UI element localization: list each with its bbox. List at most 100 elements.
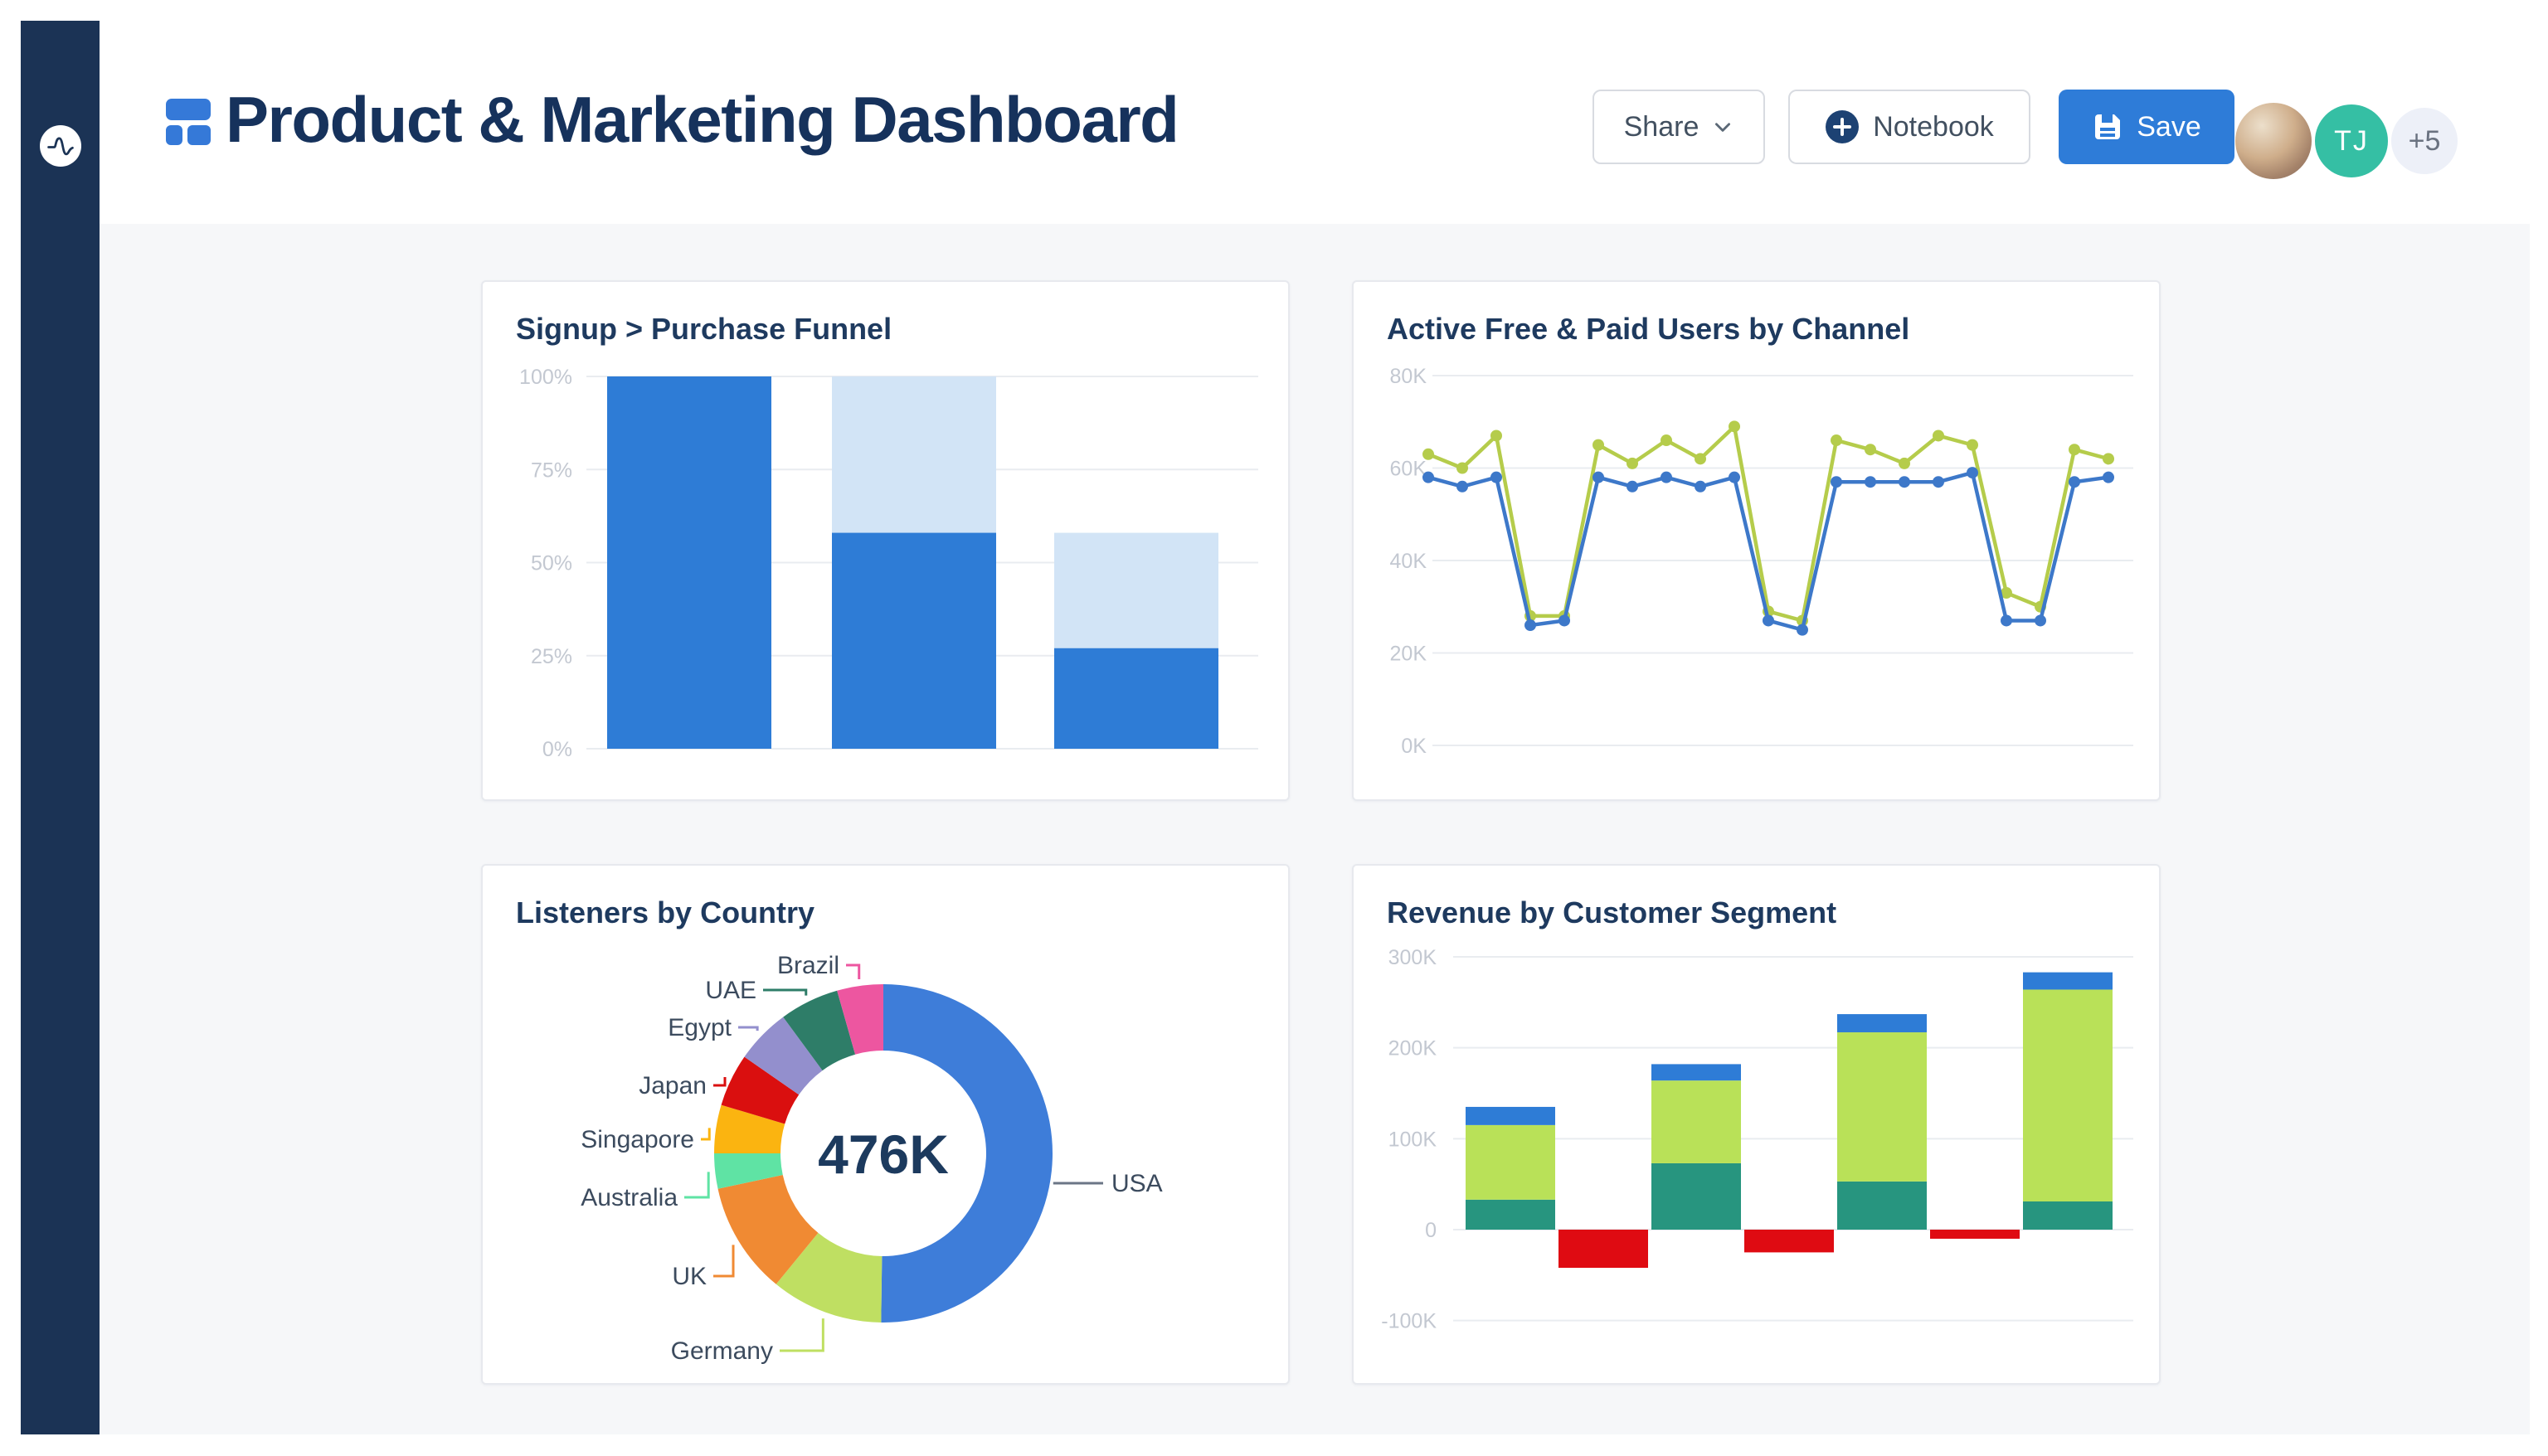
y-tick-label: 75% — [531, 459, 572, 482]
data-point-paid[interactable] — [2001, 587, 2012, 599]
revenue-bar-segment-green[interactable] — [1651, 1080, 1741, 1163]
y-tick-label: 0 — [1425, 1219, 1437, 1242]
card-title: Signup > Purchase Funnel — [516, 312, 892, 346]
data-point-free[interactable] — [1763, 614, 1774, 627]
data-point-paid[interactable] — [1831, 434, 1842, 447]
leader-line — [780, 1318, 824, 1352]
data-point-paid[interactable] — [1967, 439, 1978, 451]
notebook-button[interactable]: Notebook — [1788, 90, 2030, 164]
revenue-bar-segment-teal[interactable] — [1837, 1181, 1927, 1230]
data-point-free[interactable] — [1797, 624, 1808, 636]
users-line-chart: 80K 60K 40K 20K 0K — [1390, 365, 2133, 758]
data-point-free[interactable] — [1831, 476, 1842, 488]
plus-circle-icon — [1826, 110, 1860, 143]
y-tick-label: 80K — [1390, 365, 1427, 388]
donut-center-value: 476K — [818, 1124, 949, 1185]
donut-label-australia: Australia — [581, 1184, 678, 1211]
card-active-users-by-channel: Active Free & Paid Users by Channel 80K 6… — [1352, 280, 2161, 801]
data-point-free[interactable] — [1967, 467, 1978, 479]
card-title: Listeners by Country — [516, 895, 815, 929]
avatar-overflow-count[interactable]: +5 — [2391, 108, 2458, 174]
data-point-free[interactable] — [1422, 471, 1434, 483]
data-point-free[interactable] — [1558, 614, 1570, 627]
data-point-paid[interactable] — [2069, 444, 2080, 456]
y-tick-label: 50% — [531, 552, 572, 575]
data-point-free[interactable] — [1592, 471, 1604, 483]
data-point-free[interactable] — [1933, 476, 1944, 488]
data-point-free[interactable] — [1899, 476, 1910, 488]
card-title: Active Free & Paid Users by Channel — [1387, 312, 1910, 346]
data-point-paid[interactable] — [1456, 462, 1468, 474]
funnel-bar-chart: 100% 75% 50% 25% 0% — [519, 366, 1258, 761]
data-point-free[interactable] — [1695, 480, 1706, 493]
data-point-paid[interactable] — [1627, 457, 1638, 469]
data-point-paid[interactable] — [1729, 420, 1740, 433]
y-tick-label: 60K — [1390, 458, 1427, 481]
save-button[interactable]: Save — [2059, 90, 2234, 164]
revenue-bar-segment-loss[interactable] — [1744, 1230, 1834, 1253]
data-point-free[interactable] — [1456, 480, 1468, 493]
funnel-bar-converted[interactable] — [1054, 648, 1218, 749]
y-tick-label: 20K — [1390, 643, 1427, 666]
data-point-free[interactable] — [1729, 471, 1740, 483]
revenue-bar-segment-blue[interactable] — [2023, 972, 2113, 990]
data-point-free[interactable] — [2069, 476, 2080, 488]
data-point-free[interactable] — [1627, 480, 1638, 493]
data-point-paid[interactable] — [1661, 434, 1672, 447]
data-point-paid[interactable] — [2103, 453, 2114, 465]
revenue-bar-segment-teal[interactable] — [2023, 1201, 2113, 1230]
y-tick-label: 300K — [1388, 946, 1437, 969]
donut-slice-australia[interactable] — [714, 1153, 783, 1189]
y-tick-label: -100K — [1381, 1310, 1437, 1333]
main-area: Product & Marketing Dashboard Share Note… — [100, 21, 2530, 1434]
y-tick-label: 100K — [1388, 1128, 1437, 1151]
data-point-paid[interactable] — [1490, 430, 1502, 442]
donut-slice-japan[interactable] — [721, 1056, 800, 1124]
y-tick-label: 100% — [519, 366, 572, 389]
donut-slice-brazil[interactable] — [837, 984, 883, 1055]
revenue-bar-segment-green[interactable] — [1837, 1032, 1927, 1182]
notebook-button-label: Notebook — [1873, 110, 1994, 143]
revenue-bar-segment-green[interactable] — [1466, 1124, 1555, 1200]
data-point-paid[interactable] — [1695, 453, 1706, 465]
donut-slice-egypt[interactable] — [744, 1017, 823, 1095]
funnel-bar-converted[interactable] — [607, 376, 771, 749]
data-point-paid[interactable] — [1592, 439, 1604, 451]
leader-line — [701, 1128, 711, 1141]
donut-slice-usa[interactable] — [881, 984, 1053, 1323]
revenue-bar-segment-blue[interactable] — [1651, 1064, 1741, 1081]
page-title: Product & Marketing Dashboard — [226, 83, 1179, 156]
revenue-bar-segment-blue[interactable] — [1466, 1106, 1555, 1125]
data-point-free[interactable] — [2001, 614, 2012, 627]
donut-slice-uae[interactable] — [783, 990, 856, 1071]
donut-slice-singapore[interactable] — [714, 1104, 785, 1153]
avatar-photo[interactable] — [2235, 103, 2312, 179]
data-point-free[interactable] — [1661, 471, 1672, 483]
revenue-bar-segment-loss[interactable] — [1930, 1230, 2020, 1239]
share-button[interactable]: Share — [1592, 90, 1765, 164]
app-logo[interactable] — [40, 125, 81, 167]
revenue-bar-segment-green[interactable] — [2023, 989, 2113, 1202]
data-point-paid[interactable] — [1422, 448, 1434, 460]
data-point-free[interactable] — [1865, 476, 1876, 488]
donut-label-brazil: Brazil — [777, 952, 839, 979]
revenue-bar-segment-loss[interactable] — [1558, 1230, 1648, 1269]
donut-slice-germany[interactable] — [776, 1232, 883, 1323]
avatar-initials[interactable]: TJ — [2315, 104, 2388, 177]
revenue-bar-segment-teal[interactable] — [1466, 1199, 1555, 1230]
donut-slice-uk[interactable] — [717, 1174, 819, 1284]
data-point-free[interactable] — [1490, 471, 1502, 483]
funnel-bar-converted[interactable] — [832, 532, 996, 749]
revenue-bar-segment-teal[interactable] — [1651, 1162, 1741, 1230]
data-point-free[interactable] — [1524, 619, 1536, 632]
revenue-bar-segment-blue[interactable] — [1837, 1014, 1927, 1033]
data-point-free[interactable] — [2035, 614, 2046, 627]
data-point-paid[interactable] — [1933, 430, 1944, 442]
data-point-free[interactable] — [2103, 471, 2114, 483]
data-point-paid[interactable] — [1865, 444, 1876, 456]
card-listeners-by-country: Listeners by Country 476K Brazil UAE Egypt J… — [481, 864, 1290, 1385]
leader-line — [846, 963, 861, 980]
revenue-stacked-bar-chart: 300K 200K 100K 0 -100K — [1381, 946, 2133, 1333]
data-point-paid[interactable] — [1899, 457, 1910, 469]
